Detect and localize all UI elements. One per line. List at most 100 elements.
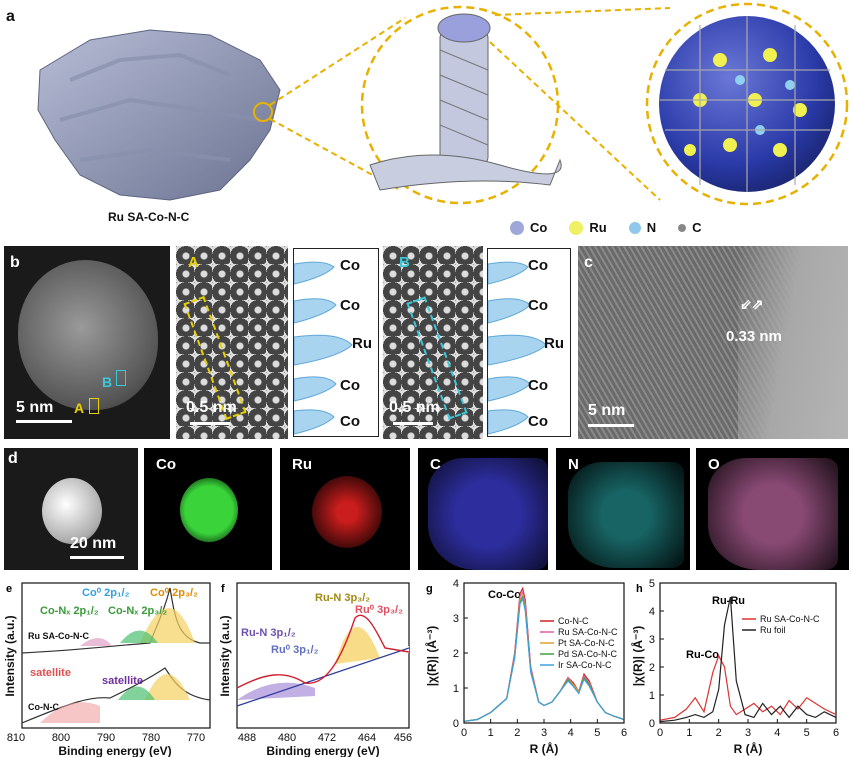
map-o: O (696, 448, 849, 570)
h-ylabel: |χ(R)| (Å⁻³) (630, 626, 645, 687)
profile-a-peaks (294, 261, 353, 435)
profile-a-label-2: Co (340, 297, 360, 314)
map-co-label: Co (156, 456, 176, 473)
zoom-b-scale-label: 0.5 nm (389, 399, 440, 416)
panel-a-caption: Ru SA-Co-N-C (108, 210, 190, 224)
exafs-co-chart: g Co-Co Co-N-CRu SA-Co-N-CPt SA-Co-N-CPd… (424, 578, 627, 756)
hrtem-scale-bar (588, 424, 634, 427)
y-tick-label-2: 1 (649, 690, 655, 702)
panel-e-label: e (6, 583, 12, 595)
x-tick-label-2: 1 (488, 727, 494, 739)
f-anno-run-1: Ru-N 3p₁/₂ (241, 627, 296, 639)
e-xlabel: Binding energy (eV) (58, 744, 171, 757)
e-xtick-4: 780 (142, 732, 160, 744)
panel-c-label: c (584, 254, 593, 271)
x-tick-label-6: 5 (594, 727, 600, 739)
intensity-profile-b: Co Co Ru Co Co (487, 248, 571, 437)
zoom-image-a: A 0.5 nm (176, 246, 288, 439)
e-anno-conx-3: Co-Nₓ 2p₃/₂ (108, 605, 167, 617)
profile-a-label-5: Co (340, 413, 360, 430)
zoom-a-tag: A (188, 254, 199, 271)
legend-label-2: Ru foil (760, 625, 786, 635)
e-sample-bottom: Co-N-C (28, 702, 59, 712)
g-legend: Co-N-CRu SA-Co-N-CPt SA-Co-N-CPd SA-Co-N… (540, 616, 618, 670)
legend-label-2: Ru SA-Co-N-C (558, 627, 618, 637)
zoom-image-b: B 0.5 nm (383, 246, 483, 439)
marker-box-b (116, 370, 126, 386)
y-tick-label-3: 2 (453, 648, 459, 660)
zoom-a-scale-bar (190, 422, 230, 425)
e-xtick-5: 770 (187, 732, 205, 744)
g-series-group (463, 586, 625, 722)
co-atom-icon (510, 220, 524, 235)
hrtem-image: c 0.33 nm ⇙⇗ 5 nm (578, 246, 848, 439)
map-c: C (418, 448, 548, 570)
n-atom-icon (628, 221, 641, 234)
x-tick-label-4: 3 (541, 727, 547, 739)
h-axis-ticks: 0 1 2 3 4 5 6 0 1 2 3 4 5 (649, 578, 839, 739)
scale-bar (16, 420, 72, 423)
x-tick-label-1: 0 (657, 727, 663, 739)
atom-legend: Co Ru N C (510, 220, 701, 235)
x-tick-label-3: 2 (514, 727, 520, 739)
legend-label-4: Pd SA-Co-N-C (558, 649, 618, 659)
x-tick-label-6: 5 (804, 727, 810, 739)
f-xtick-3: 472 (318, 732, 336, 744)
y-tick-label-1: 0 (649, 718, 655, 730)
lattice-arrow-icon: ⇙⇗ (740, 296, 764, 312)
x-tick-label-7: 6 (833, 727, 839, 739)
y-tick-label-4: 3 (649, 634, 655, 646)
legend-ru: Ru (569, 220, 607, 235)
g-ylabel: |χ(R)| (Å⁻³) (424, 626, 439, 687)
e-xtick-1: 810 (7, 732, 25, 744)
haadf-image-main: b B A 5 nm (4, 246, 170, 439)
g-peak-label: Co-Co (488, 589, 521, 601)
zoom-a-scale-label: 0.5 nm (186, 399, 237, 416)
map-n-label: N (568, 456, 579, 473)
marker-b: B (102, 374, 113, 390)
f-anno-ru0-1: Ru⁰ 3p₁/₂ (271, 644, 319, 656)
marker-a: A (74, 400, 85, 416)
f-xtick-1: 488 (238, 732, 256, 744)
c-atom-icon (678, 223, 687, 232)
marker-box-a (89, 398, 99, 414)
profile-b-label-2: Co (528, 297, 548, 314)
y-tick-label-2: 1 (453, 683, 459, 695)
y-tick-label-3: 2 (649, 662, 655, 674)
map-scale-bar (70, 556, 124, 559)
carbon-flake-shape (37, 29, 281, 201)
e-sample-top: Ru SA-Co-N-C (28, 631, 89, 641)
map-o-label: O (708, 456, 720, 473)
h-xlabel: R (Å) (734, 741, 763, 756)
profile-b-label-4: Co (528, 377, 548, 394)
e-anno-sat1: satellite (30, 667, 71, 679)
f-anno-run-3: Ru-N 3p₃/₂ (315, 592, 370, 604)
legend-c: C (678, 220, 701, 235)
panel-b-label: b (10, 254, 20, 271)
panel-a-label: a (6, 8, 15, 25)
map-ru: Ru (280, 448, 410, 570)
e-anno-conx-1: Co-Nₓ 2p₁/₂ (40, 605, 99, 617)
f-anno-ru0-3: Ru⁰ 3p₃/₂ (355, 604, 403, 616)
zoom-b-scale-bar (393, 422, 433, 425)
g-axis-ticks: 0 1 2 3 4 5 6 0 1 2 3 4 (453, 578, 627, 739)
panel-f-label: f (221, 583, 225, 595)
xps-ru-chart: f Ru-N 3p₃/₂ Ru⁰ 3p₃/₂ Ru-N 3p₁/₂ Ru⁰ 3p… (218, 582, 412, 757)
series-line-5 (463, 597, 625, 722)
x-tick-label-1: 0 (461, 727, 467, 739)
legend-label-1: Co-N-C (558, 616, 589, 626)
scale-bar-label: 5 nm (16, 399, 54, 416)
panel-h-label: h (636, 583, 643, 595)
legend-label-5: Ir SA-Co-N-C (558, 660, 612, 670)
profile-a-label-4: Co (340, 377, 360, 394)
panel-a-illustration (37, 2, 849, 206)
e-anno-sat2: satellite (102, 675, 143, 687)
series-line-1 (659, 654, 837, 721)
profile-b-label-1: Co (528, 257, 548, 274)
map-c-label: C (430, 456, 441, 473)
map-ru-label: Ru (292, 456, 312, 473)
x-tick-label-7: 6 (621, 727, 627, 739)
legend-n: N (628, 220, 656, 235)
zoom-b-tag: B (399, 254, 410, 271)
h-series-group (659, 596, 837, 723)
